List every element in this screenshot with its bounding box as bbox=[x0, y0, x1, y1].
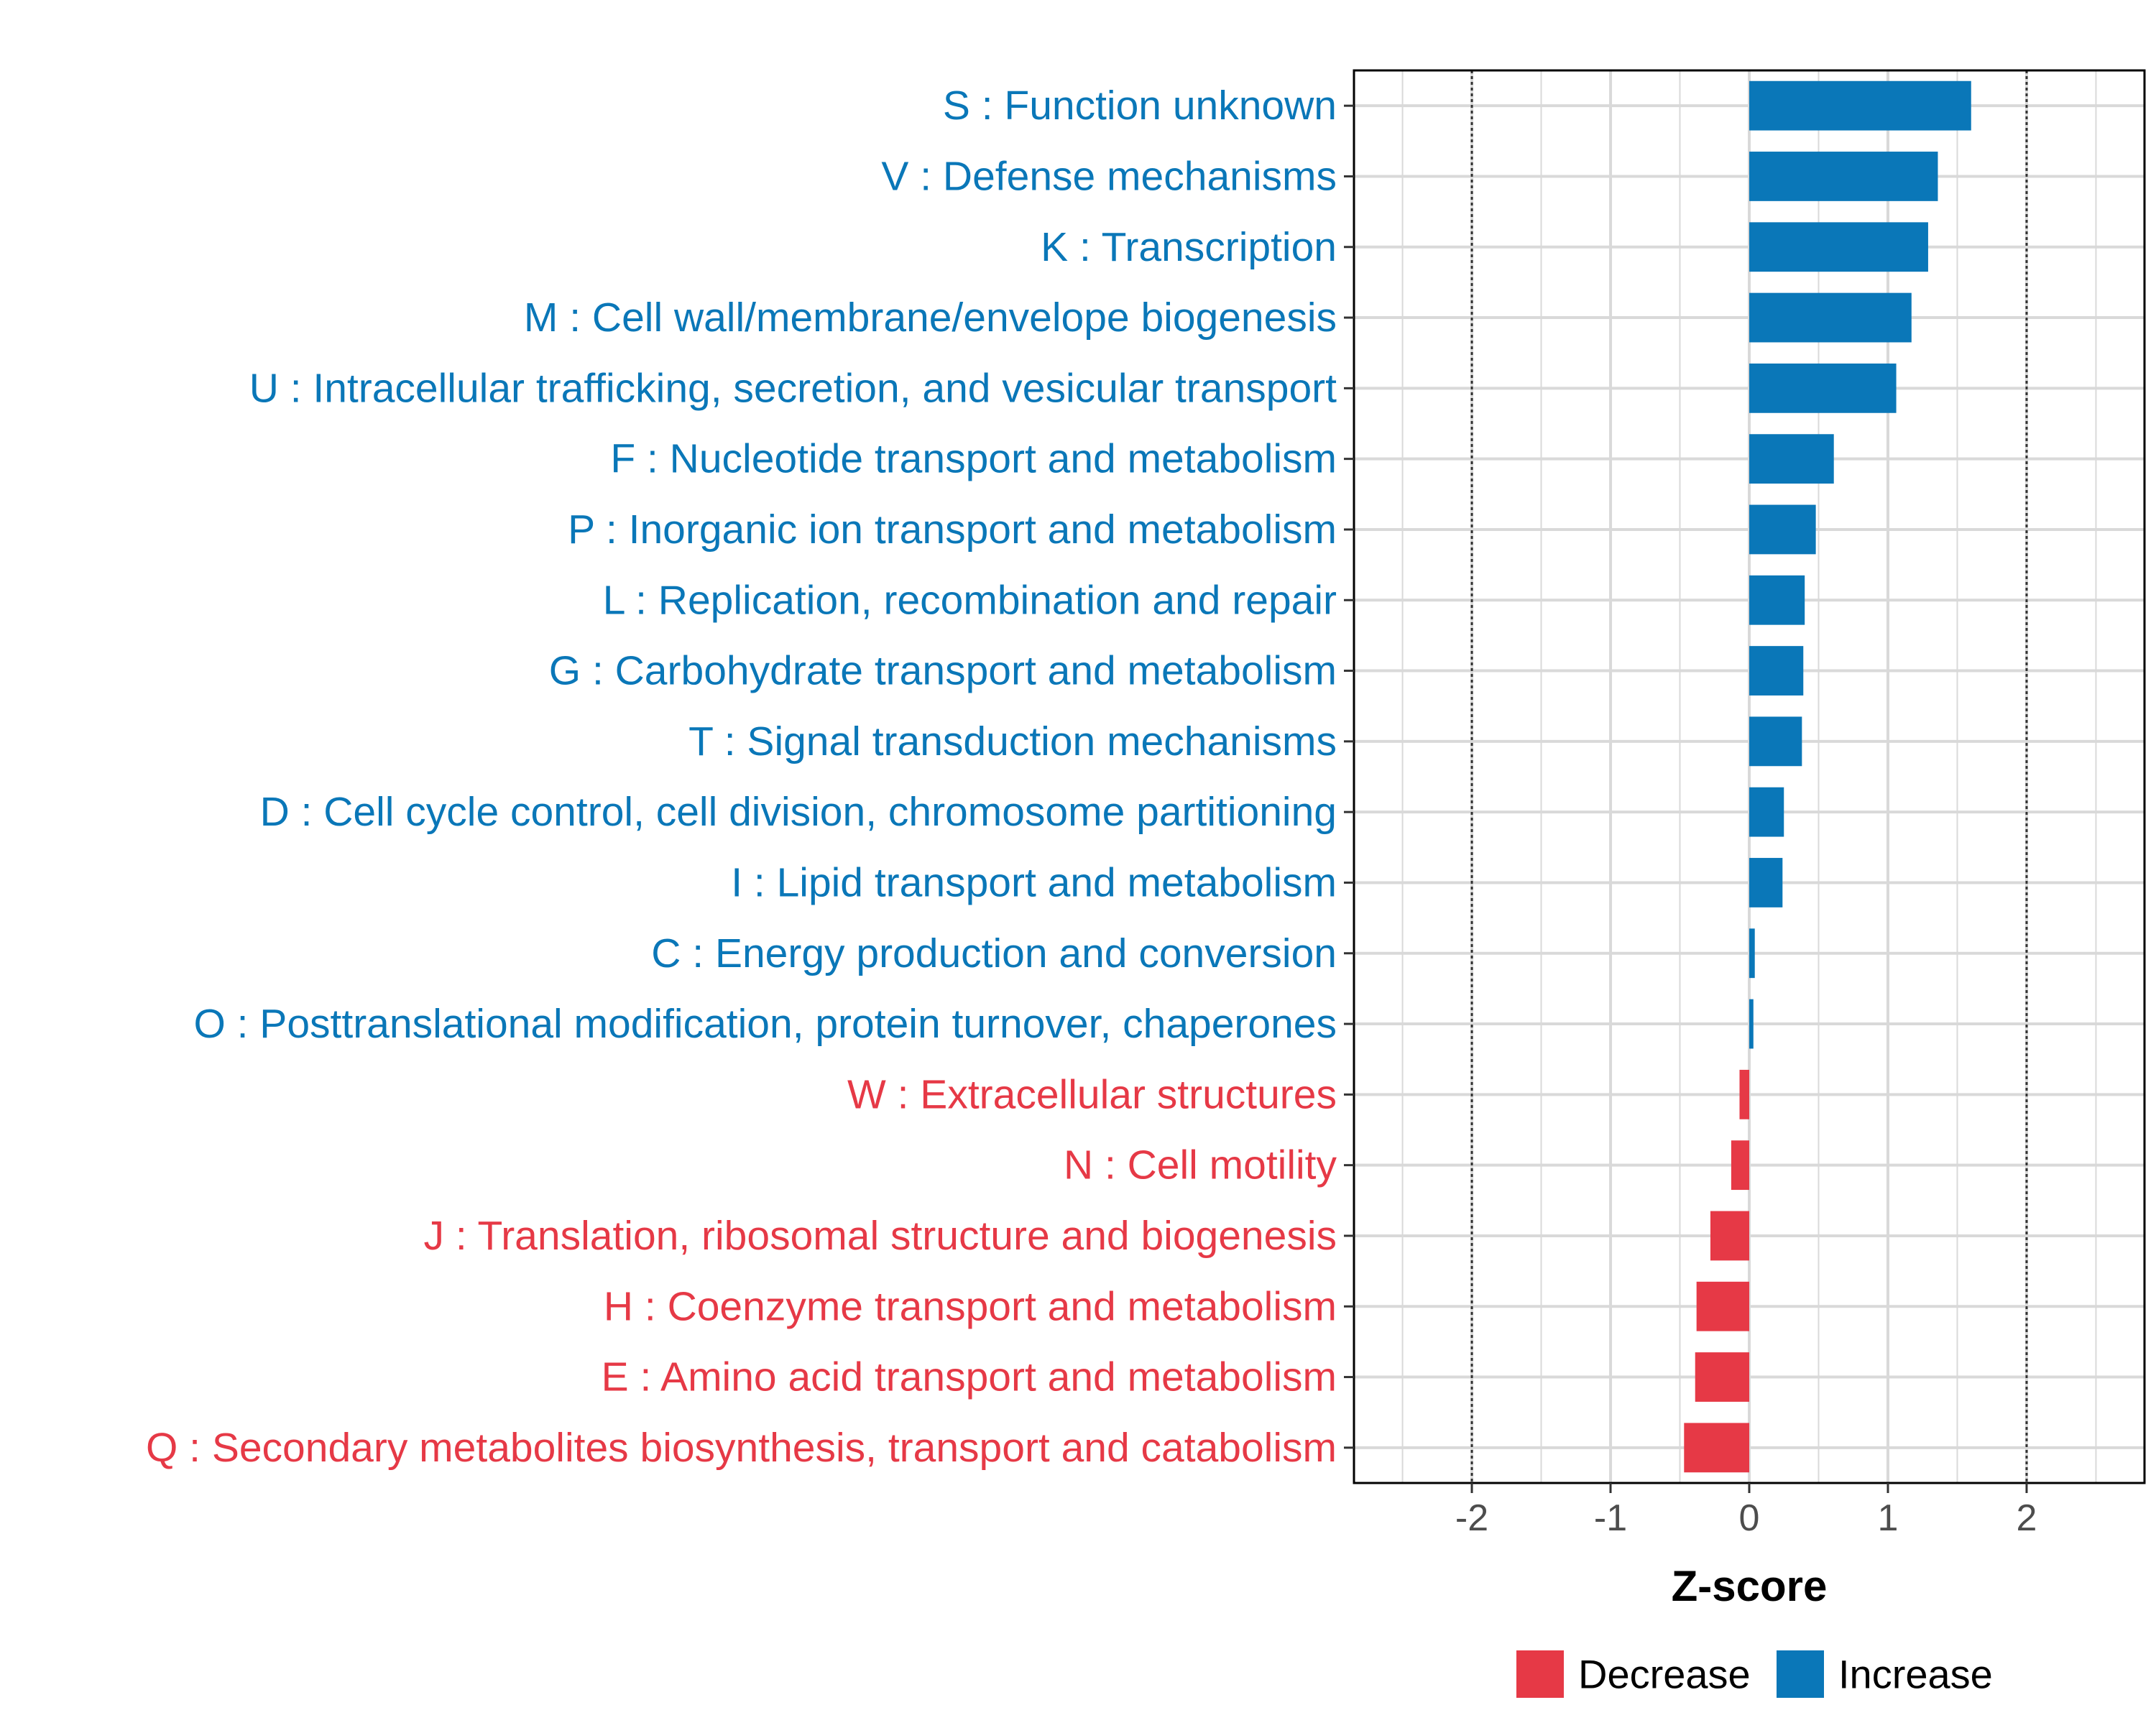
bars bbox=[1684, 80, 1971, 1473]
y-tick-label: J : Translation, ribosomal structure and… bbox=[424, 1213, 1337, 1259]
y-tick-label: P : Inorganic ion transport and metaboli… bbox=[568, 507, 1337, 553]
bar bbox=[1710, 1211, 1749, 1261]
bar bbox=[1749, 434, 1834, 484]
legend-swatch bbox=[1516, 1650, 1564, 1698]
bar bbox=[1749, 152, 1938, 201]
legend-swatch bbox=[1777, 1650, 1824, 1698]
y-tick-label: E : Amino acid transport and metabolism bbox=[602, 1354, 1337, 1400]
bar bbox=[1749, 222, 1928, 272]
legend-label: Decrease bbox=[1578, 1652, 1751, 1697]
bar bbox=[1749, 716, 1802, 767]
x-tick-label: 2 bbox=[2017, 1497, 2037, 1539]
y-tick-label: G : Carbohydrate transport and metabolis… bbox=[549, 648, 1337, 694]
bar bbox=[1749, 575, 1805, 625]
bar bbox=[1749, 292, 1912, 343]
y-tick-label: M : Cell wall/membrane/envelope biogenes… bbox=[524, 295, 1337, 341]
y-tick-label: S : Function unknown bbox=[943, 83, 1337, 129]
y-tick-label: Q : Secondary metabolites biosynthesis, … bbox=[146, 1425, 1337, 1471]
bar bbox=[1749, 80, 1971, 131]
y-tick-label: C : Energy production and conversion bbox=[651, 930, 1337, 976]
x-axis: -2 -1 0 1 2 bbox=[1455, 1483, 2037, 1539]
y-tick-label: H : Coenzyme transport and metabolism bbox=[604, 1283, 1337, 1329]
y-axis: S : Function unknown V : Defense mechanis… bbox=[146, 83, 1354, 1471]
bar bbox=[1749, 363, 1897, 413]
x-tick-label: 1 bbox=[1878, 1497, 1899, 1539]
y-tick-label: O : Posttranslational modification, prot… bbox=[193, 1001, 1337, 1047]
y-tick-label: D : Cell cycle control, cell division, c… bbox=[260, 789, 1337, 835]
y-tick-label: F : Nucleotide transport and metabolism bbox=[610, 436, 1337, 482]
bar bbox=[1731, 1140, 1749, 1191]
bar bbox=[1684, 1423, 1749, 1473]
bar bbox=[1749, 999, 1754, 1049]
y-tick-label: U : Intracellular trafficking, secretion… bbox=[249, 365, 1337, 411]
x-axis-title: Z-score bbox=[1672, 1562, 1828, 1610]
bar bbox=[1749, 858, 1783, 907]
y-tick-label: L : Replication, recombination and repai… bbox=[603, 577, 1337, 623]
x-tick-label: 0 bbox=[1739, 1497, 1760, 1539]
y-tick-label: W : Extracellular structures bbox=[847, 1071, 1337, 1117]
y-tick-label: V : Defense mechanisms bbox=[881, 153, 1337, 199]
x-tick-label: -2 bbox=[1455, 1497, 1488, 1539]
bar bbox=[1696, 1281, 1749, 1331]
bar bbox=[1739, 1069, 1749, 1119]
y-tick-label: T : Signal transduction mechanisms bbox=[688, 719, 1337, 764]
bar bbox=[1749, 646, 1804, 696]
x-tick-label: -1 bbox=[1594, 1497, 1627, 1539]
bar bbox=[1749, 504, 1816, 555]
bar bbox=[1695, 1352, 1749, 1402]
y-tick-label: K : Transcription bbox=[1041, 224, 1337, 270]
y-tick-label: I : Lipid transport and metabolism bbox=[731, 859, 1337, 905]
bar bbox=[1749, 928, 1755, 979]
gridlines bbox=[1354, 70, 2145, 1483]
y-tick-label: N : Cell motility bbox=[1064, 1142, 1337, 1188]
legend-label: Increase bbox=[1838, 1652, 1993, 1697]
bar bbox=[1749, 787, 1784, 837]
legend: Decrease Increase bbox=[1516, 1650, 1993, 1698]
